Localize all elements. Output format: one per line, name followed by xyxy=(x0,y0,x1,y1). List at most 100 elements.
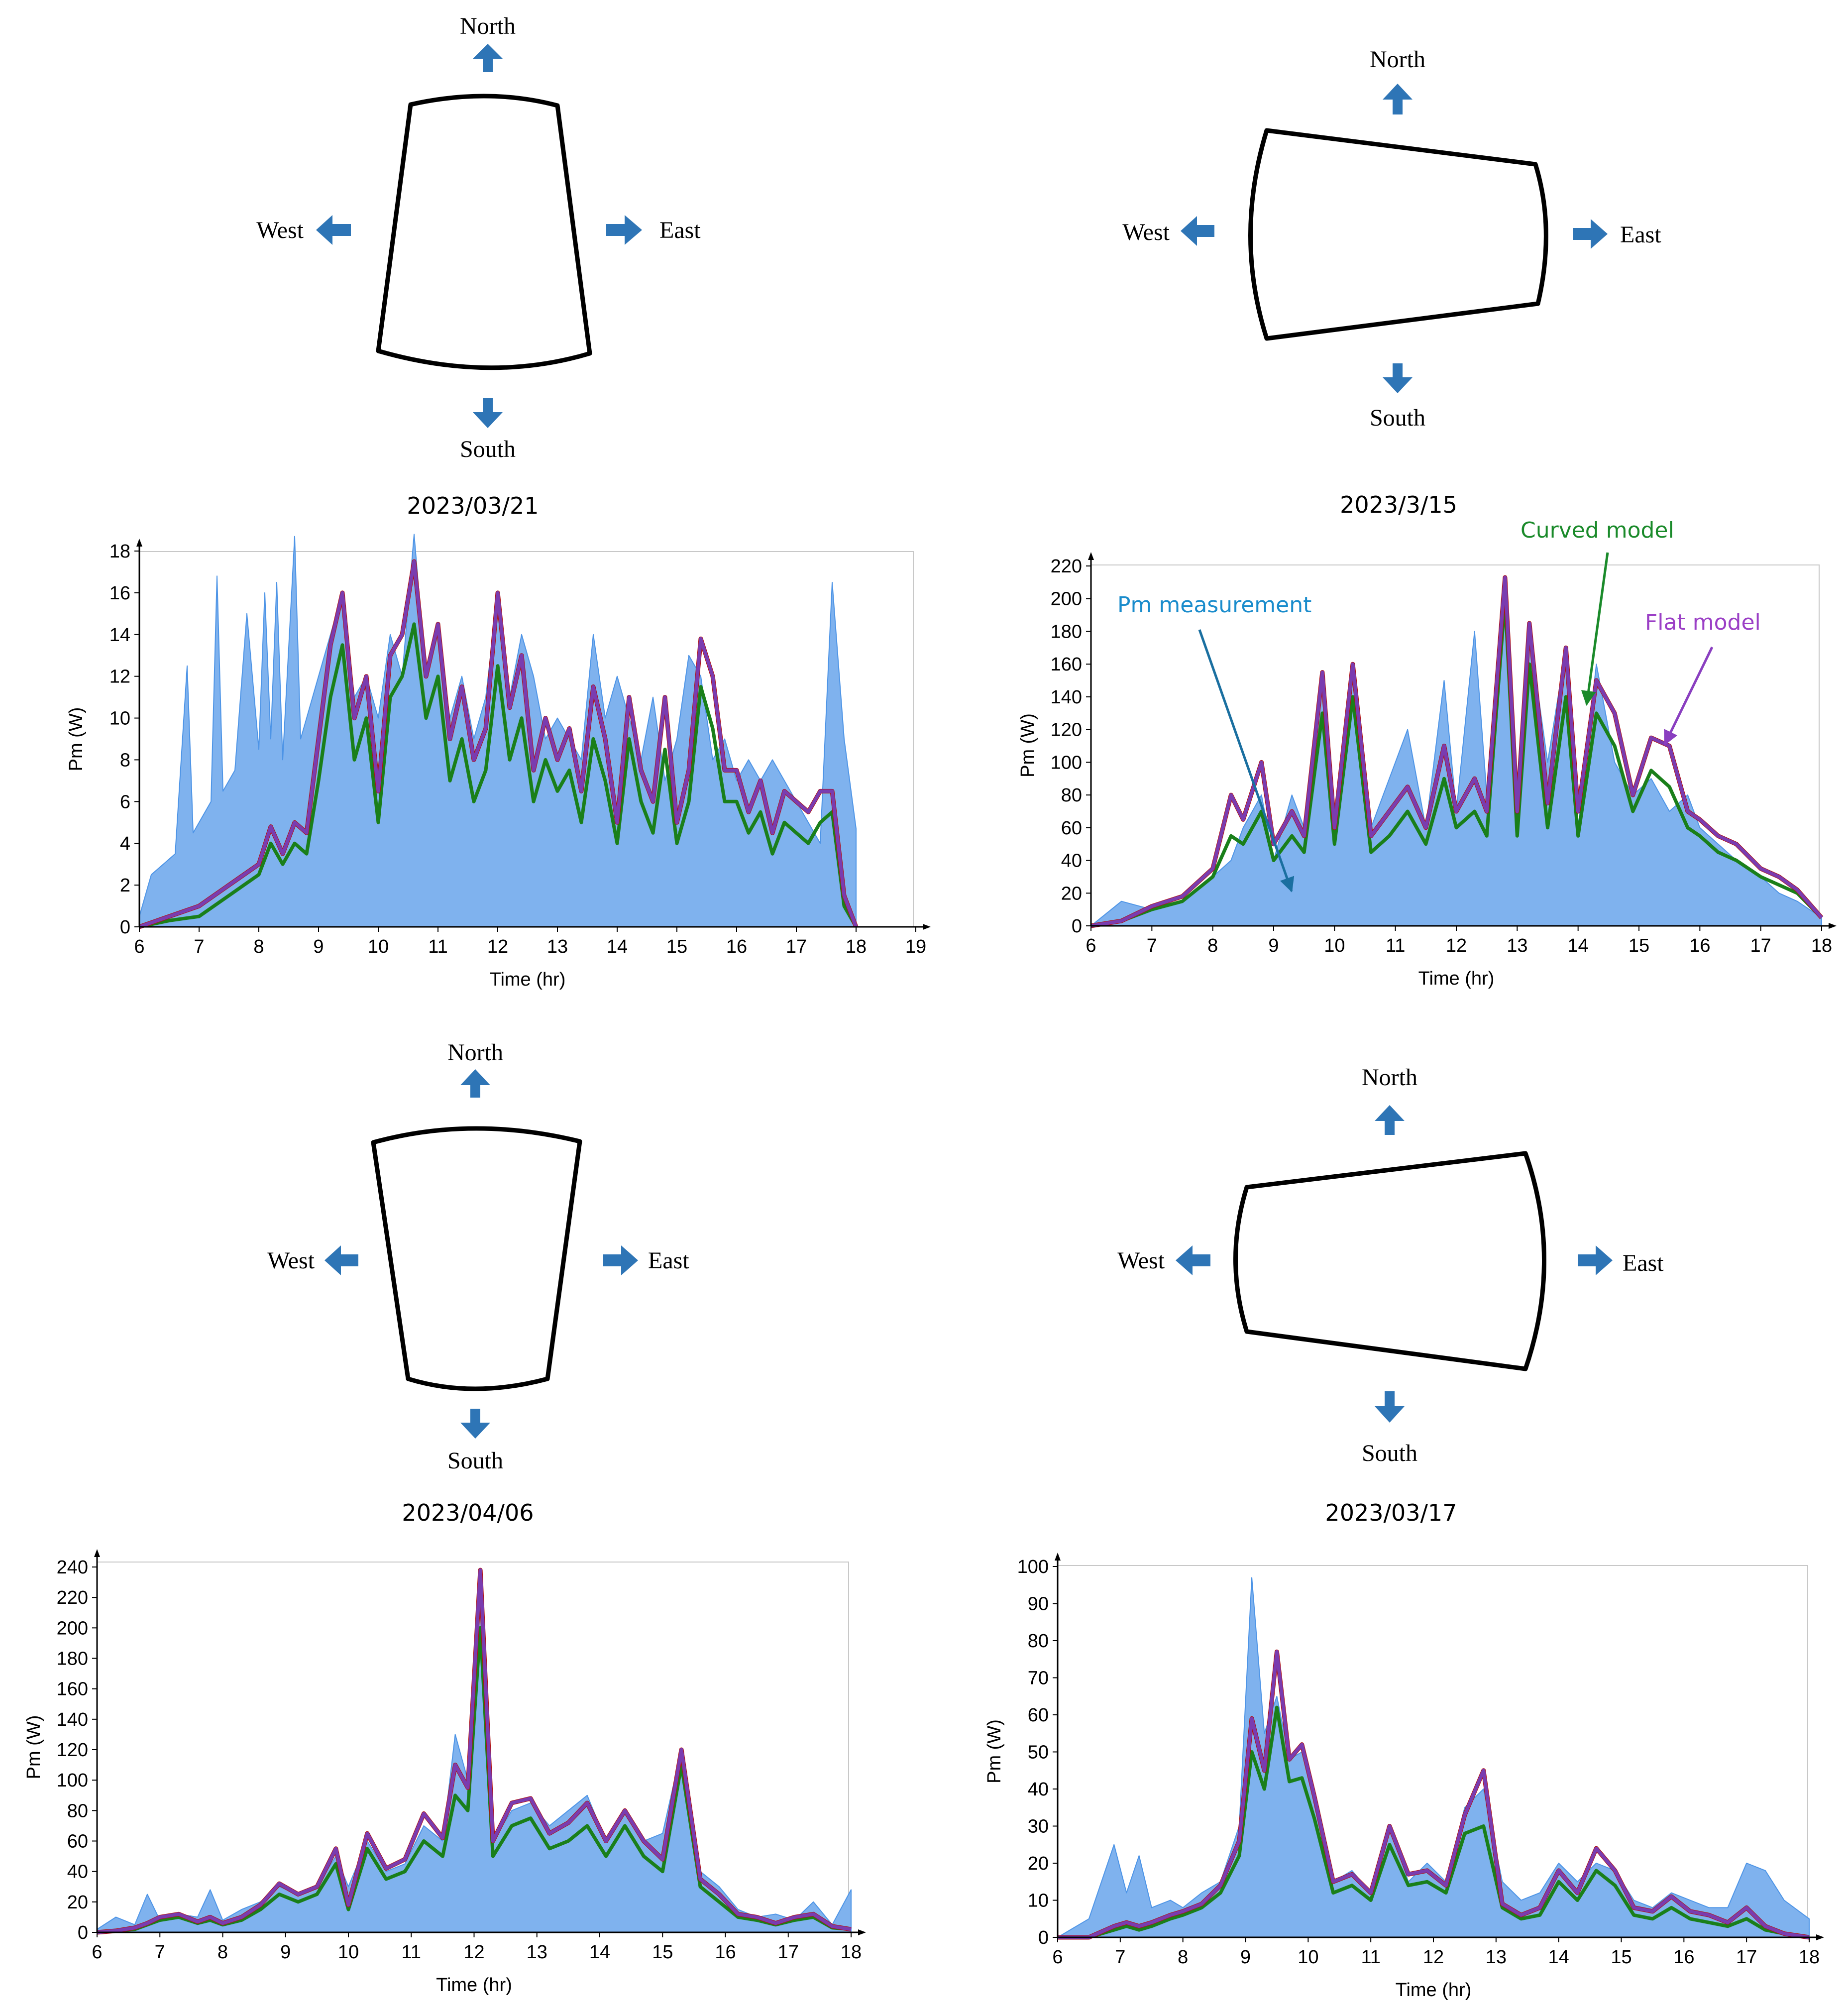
y-tick-label: 90 xyxy=(1028,1594,1049,1615)
flat-model-line xyxy=(138,559,858,929)
x-tick-label: 15 xyxy=(1629,935,1649,956)
y-tick-label: 240 xyxy=(57,1557,88,1578)
x-tick-label: 9 xyxy=(313,936,324,957)
curved-model-line xyxy=(97,1626,852,1934)
x-tick-label: 15 xyxy=(652,1942,673,1963)
x-tick-label: 12 xyxy=(1446,935,1467,956)
chart-2023-03-21: 2023/03/21 6 7 8 9 10 11 12 13 14 15 16 17 18 19 0 2 4 6 8 1… xyxy=(66,492,931,990)
annotation-arrow-pm-measurement xyxy=(1198,629,1295,893)
west-label: West xyxy=(1122,219,1170,245)
west-arrow-icon xyxy=(1181,216,1214,246)
y-tick-label: 40 xyxy=(1061,851,1082,872)
north-arrow-icon xyxy=(460,1069,490,1098)
flat-model-line xyxy=(1058,1650,1810,1939)
x-tick-label: 16 xyxy=(1689,935,1710,956)
y-tick-label: 20 xyxy=(67,1892,88,1913)
chart-2023-03-17: 2023/03/17 6 7 8 9 10 11 12 13 14 15 16 17 18 0 10 20 30 4… xyxy=(984,1499,1824,2001)
y-tick-label: 220 xyxy=(57,1587,88,1608)
x-tick-label: 7 xyxy=(155,1942,165,1963)
chart-annotations: Pm measurement Curved model Flat model xyxy=(1117,518,1761,893)
y-tick-label: 16 xyxy=(109,583,130,604)
y-axis-arrow-icon xyxy=(136,539,142,547)
north-label: North xyxy=(1370,46,1425,73)
north-arrow-icon xyxy=(1383,84,1413,114)
east-arrow-icon xyxy=(603,1245,638,1275)
x-tick-label: 13 xyxy=(527,1942,547,1963)
y-axis-arrow-icon xyxy=(94,1549,100,1557)
x-tick-label: 6 xyxy=(1086,935,1096,956)
x-tick-label: 11 xyxy=(1386,935,1405,956)
x-axis-label: Time (hr) xyxy=(490,969,566,990)
curved-model-line xyxy=(139,622,858,929)
curved-model-line xyxy=(1058,1705,1810,1939)
x-tick-label: 9 xyxy=(280,1942,291,1963)
y-tick-label: 160 xyxy=(57,1679,88,1700)
west-arrow-icon xyxy=(316,215,351,245)
x-axis-label: Time (hr) xyxy=(1418,968,1495,989)
y-tick-label: 100 xyxy=(1017,1557,1049,1577)
x-tick-label: 17 xyxy=(778,1942,799,1963)
x-tick-label: 7 xyxy=(1147,935,1157,956)
y-tick-label: 0 xyxy=(1038,1927,1049,1948)
chart-2023-04-06: 2023/04/066 7 8 9 10 11 12 13 14 15 16 17 1802040608… xyxy=(23,1499,866,1996)
x-axis-label: Time (hr) xyxy=(436,1975,512,1996)
x-tick-label: 6 xyxy=(92,1942,102,1963)
flat-model-line xyxy=(97,1568,852,1934)
y-tick-label: 80 xyxy=(1028,1631,1049,1652)
west-arrow-icon xyxy=(1176,1245,1210,1275)
y-tick-label: 40 xyxy=(1028,1779,1049,1800)
x-tick-label: 13 xyxy=(1507,935,1527,956)
y-tick-label: 50 xyxy=(1028,1742,1049,1763)
y-tick-label: 14 xyxy=(109,625,130,646)
y-tick-label: 20 xyxy=(1028,1853,1049,1874)
building-shape-4 xyxy=(1233,1151,1546,1371)
x-tick-label: 8 xyxy=(1178,1947,1188,1968)
y-tick-label: 140 xyxy=(57,1709,88,1730)
annotation-arrow-flat-model xyxy=(1663,646,1714,746)
x-tick-label: 9 xyxy=(1268,935,1279,956)
x-tick-label: 15 xyxy=(666,936,687,957)
y-tick-label: 60 xyxy=(1028,1705,1049,1726)
west-label: West xyxy=(256,217,304,243)
south-label: South xyxy=(1362,1440,1417,1466)
chart-title: 2023/03/17 xyxy=(1325,1499,1457,1526)
x-axis-arrow-icon xyxy=(1816,1934,1824,1940)
x-axis-arrow-icon xyxy=(923,924,931,930)
x-tick-label: 17 xyxy=(786,936,807,957)
x-tick-label: 12 xyxy=(1423,1947,1444,1968)
curved-model-line xyxy=(1090,597,1823,928)
x-tick-label: 10 xyxy=(368,936,389,957)
x-tick-label: 17 xyxy=(1736,1947,1757,1968)
y-tick-label: 30 xyxy=(1028,1816,1049,1837)
y-tick-label: 12 xyxy=(109,667,130,687)
x-tick-label: 7 xyxy=(194,936,204,957)
y-tick-label: 20 xyxy=(1061,883,1082,904)
north-arrow-icon xyxy=(1375,1105,1405,1135)
x-tick-label: 12 xyxy=(487,936,508,957)
west-label: West xyxy=(267,1247,315,1274)
x-tick-label: 14 xyxy=(1548,1947,1569,1968)
south-arrow-icon xyxy=(1375,1391,1405,1423)
y-tick-label: 18 xyxy=(109,541,130,562)
south-label: South xyxy=(460,436,516,462)
west-arrow-icon xyxy=(325,1245,358,1275)
y-tick-label: 40 xyxy=(67,1862,88,1883)
y-tick-label: 160 xyxy=(1051,654,1082,675)
compass-panel-1: North South West East xyxy=(256,13,701,462)
north-label: North xyxy=(1362,1064,1417,1091)
measurement-area xyxy=(139,534,857,927)
y-tick-label: 180 xyxy=(1051,621,1082,642)
x-tick-label: 18 xyxy=(1799,1947,1820,1968)
y-tick-label: 60 xyxy=(67,1831,88,1852)
x-tick-label: 11 xyxy=(1361,1947,1380,1968)
x-axis-arrow-icon xyxy=(858,1929,866,1935)
x-tick-label: 6 xyxy=(134,936,144,957)
x-tick-label: 9 xyxy=(1240,1947,1251,1968)
y-tick-label: 2 xyxy=(120,875,130,896)
annotation-arrow-curved-model xyxy=(1581,552,1609,706)
chart-title: 2023/04/06 xyxy=(402,1499,534,1526)
y-axis-label: Pm (W) xyxy=(23,1715,44,1780)
x-tick-label: 10 xyxy=(338,1942,359,1963)
east-arrow-icon xyxy=(1578,1245,1613,1275)
